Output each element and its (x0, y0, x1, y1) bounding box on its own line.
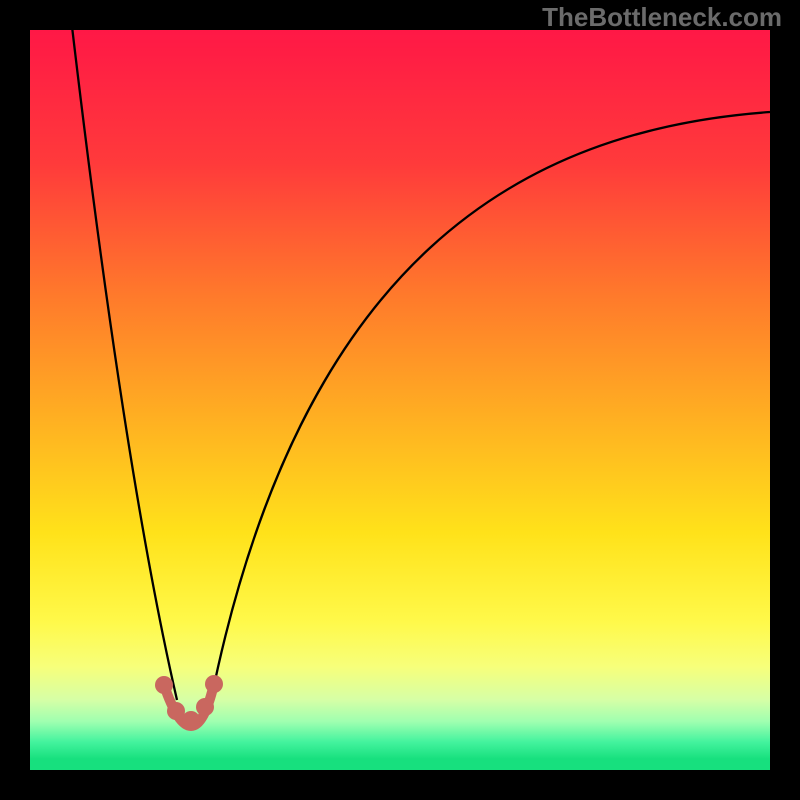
trough-marker (182, 711, 200, 729)
trough-marker (196, 698, 214, 716)
trough-marker (155, 676, 173, 694)
v-curve-left-branch (71, 18, 177, 700)
trough-marker (205, 675, 223, 693)
curve-overlay (0, 0, 800, 800)
trough-marker (167, 702, 185, 720)
chart-stage: TheBottleneck.com (0, 0, 800, 800)
watermark-text: TheBottleneck.com (542, 2, 782, 33)
v-curve-right-branch (211, 112, 770, 700)
